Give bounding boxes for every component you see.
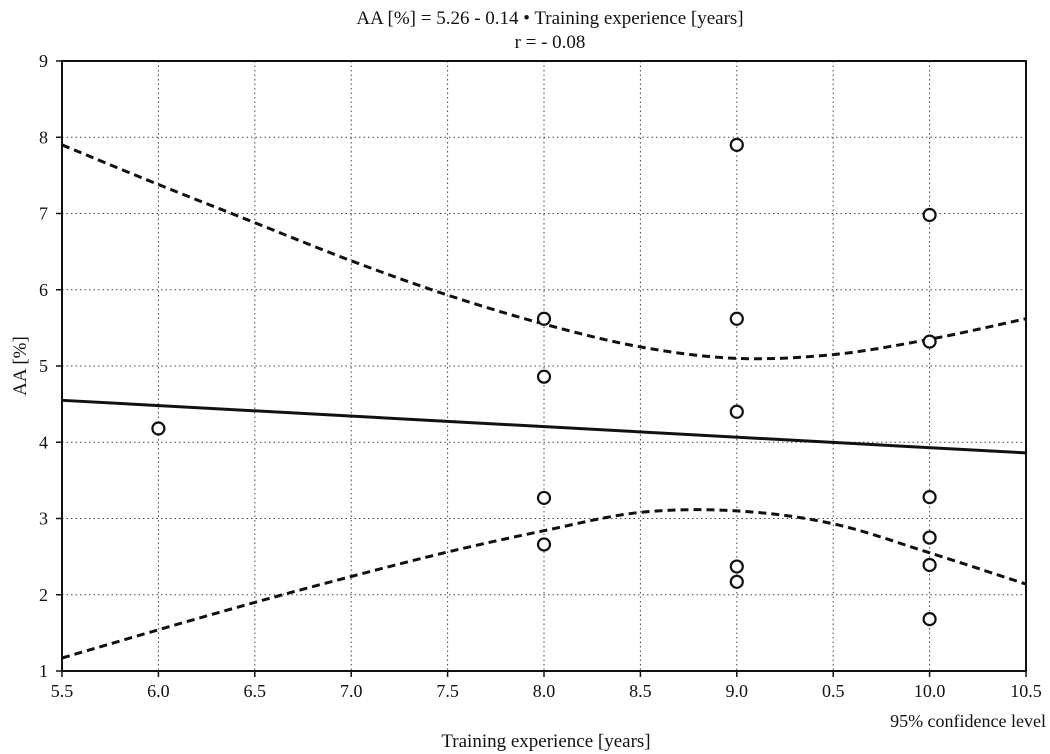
data-point xyxy=(922,612,937,627)
y-tick-label: 8 xyxy=(39,127,48,147)
data-point xyxy=(536,490,552,506)
data-point xyxy=(729,559,744,574)
y-tick-label: 4 xyxy=(39,432,48,452)
lower-confidence-band xyxy=(61,508,1027,660)
data-point xyxy=(729,137,744,152)
y-tick-label: 3 xyxy=(39,509,48,529)
x-tick-label: 5.5 xyxy=(51,681,74,701)
fit-lines xyxy=(61,143,1027,660)
x-tick-label: 9.0 xyxy=(726,681,749,701)
regression-line xyxy=(61,398,1027,455)
y-tick-label: 2 xyxy=(39,585,48,605)
x-tick-label: 0.5 xyxy=(822,681,845,701)
x-tick-label: 6.0 xyxy=(147,681,170,701)
upper-confidence-band xyxy=(61,143,1027,361)
x-tick-label: 7.0 xyxy=(340,681,363,701)
y-tick-label: 9 xyxy=(39,51,48,71)
data-point xyxy=(922,557,937,573)
data-point xyxy=(729,574,744,589)
x-tick-label: 8.5 xyxy=(629,681,652,701)
data-point xyxy=(922,490,937,505)
y-tick-label: 7 xyxy=(39,204,48,224)
y-axis-ticks: 1 2 3 4 5 6 7 8 9 xyxy=(39,51,62,681)
x-tick-label: 6.5 xyxy=(244,681,267,701)
x-tick-label: 7.5 xyxy=(436,681,459,701)
plot-frame xyxy=(61,60,1027,672)
x-tick-label: 8.0 xyxy=(533,681,556,701)
y-axis-title: AA [%] xyxy=(10,336,31,396)
confidence-level-note: 95% confidence level xyxy=(890,711,1046,731)
data-point xyxy=(536,537,552,552)
x-tick-label: 10.0 xyxy=(914,681,946,701)
chart-subtitle: r = - 0.08 xyxy=(515,32,586,53)
data-point xyxy=(922,334,937,349)
data-point xyxy=(151,421,166,436)
y-tick-label: 5 xyxy=(39,356,48,376)
data-point xyxy=(729,311,744,326)
chart-title: AA [%] = 5.26 - 0.14 • Training experien… xyxy=(356,8,743,29)
y-tick-label: 6 xyxy=(39,280,48,300)
data-point xyxy=(729,404,744,419)
grid-lines xyxy=(62,61,1026,671)
data-points xyxy=(151,137,937,627)
x-axis-title: Training experience [years] xyxy=(441,731,650,752)
x-tick-label: 10.5 xyxy=(1010,681,1042,701)
data-point xyxy=(922,207,937,223)
x-axis-ticks: 5.5 6.0 6.5 7.0 7.5 8.0 8.5 9.0 0.5 10.0 10.5 xyxy=(51,671,1042,701)
data-point xyxy=(536,369,552,384)
data-point xyxy=(922,530,937,545)
data-point xyxy=(536,311,552,326)
y-tick-label: 1 xyxy=(39,661,48,681)
